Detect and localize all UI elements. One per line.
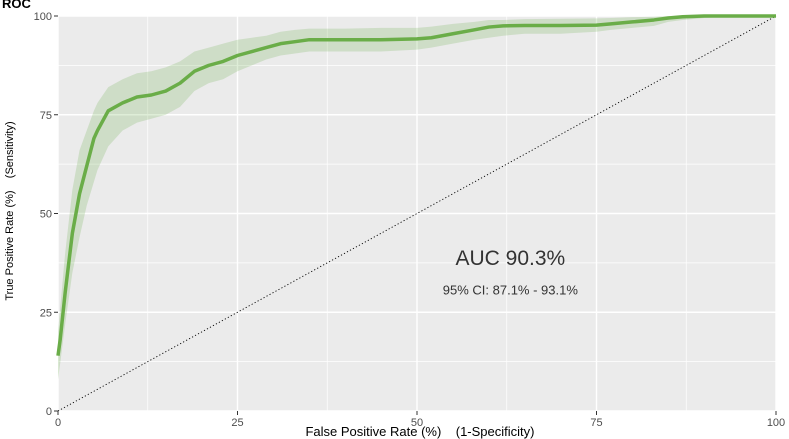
x-tick-label: 50 <box>411 417 423 429</box>
x-axis-label: False Positive Rate (%) (1-Specificity) <box>305 424 535 439</box>
y-tick-label: 50 <box>40 209 52 221</box>
y-tick-label: 0 <box>46 406 52 418</box>
x-tick-label: 75 <box>590 417 602 429</box>
axes: 0 25 50 75 100 0 25 50 75 100 <box>34 11 786 429</box>
diagonal-reference-line <box>57 15 777 412</box>
auc-annotation: AUC 90.3% <box>455 247 565 270</box>
ci-annotation: 95% CI: 87.1% - 93.1% <box>443 282 579 297</box>
y-tick-label: 75 <box>40 110 52 122</box>
roc-curve <box>56 14 776 356</box>
x-tick-label: 100 <box>767 417 785 429</box>
y-tick-label: 25 <box>40 307 52 319</box>
chart-title: ROC <box>2 0 31 11</box>
grid-lines <box>57 15 777 412</box>
x-tick-label: 0 <box>55 417 61 429</box>
annotations: AUC 90.3% 95% CI: 87.1% - 93.1% <box>443 247 579 298</box>
x-tick-label: 25 <box>231 417 243 429</box>
y-tick-label: 100 <box>34 11 52 23</box>
